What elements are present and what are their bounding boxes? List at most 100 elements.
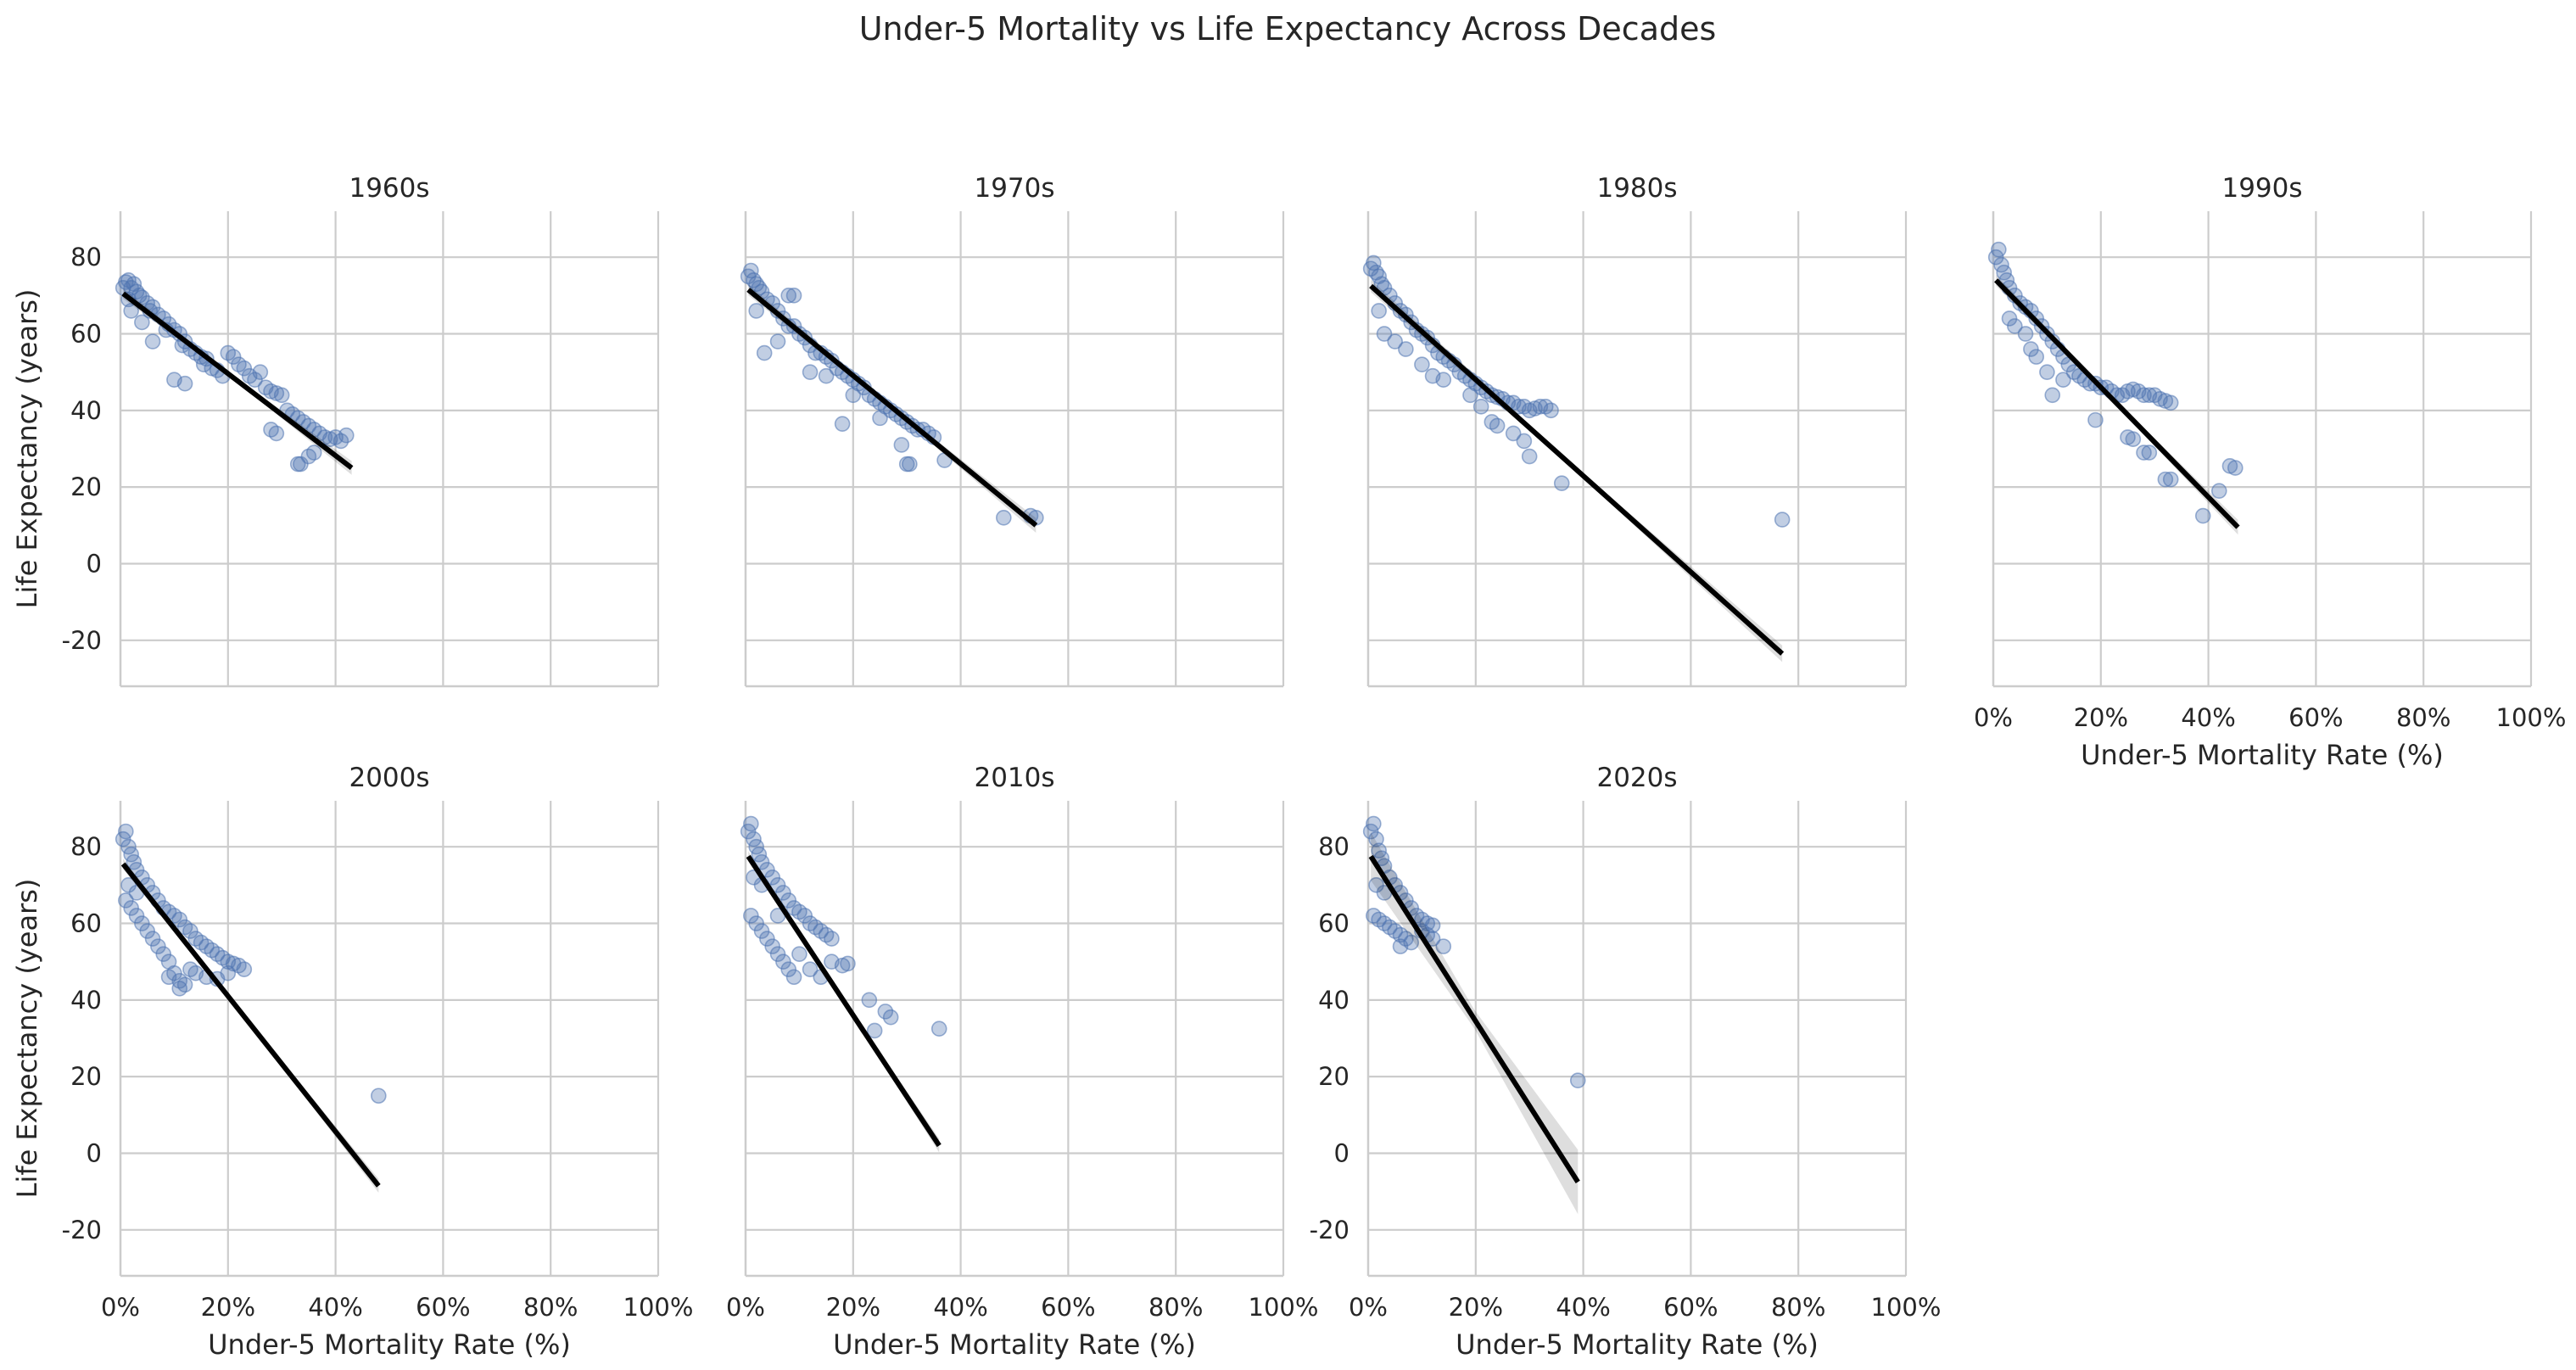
figure-title: Under-5 Mortality vs Life Expectancy Acr…	[859, 10, 1717, 48]
x-tick-label: 20%	[2074, 703, 2128, 732]
scatter-point	[802, 961, 819, 978]
x-tick-label: 100%	[1249, 1293, 1319, 1322]
scatter-point	[2017, 326, 2034, 342]
y-tick-label: 20	[70, 473, 102, 501]
scatter-point	[1368, 877, 1384, 893]
scatter-point	[338, 427, 355, 444]
scatter-point	[1569, 1072, 1586, 1088]
y-tick-label: 40	[70, 986, 102, 1015]
scatter-point	[118, 823, 134, 840]
scatter-point	[780, 288, 797, 304]
scatter-point	[160, 969, 177, 986]
x-tick-label: 100%	[1871, 1293, 1942, 1322]
scatter-point	[845, 387, 862, 404]
scatter-point	[2210, 483, 2227, 499]
scatter-point	[2028, 349, 2045, 365]
scatter-point	[1543, 402, 1559, 419]
x-axis-label: Under-5 Mortality Rate (%)	[833, 1328, 1196, 1361]
scatter-point	[1366, 254, 1382, 271]
panel-title: 2020s	[1596, 763, 1677, 793]
facet-panel-1960s: 1960s 80 60 40 20 0 -20 Life Expectancy (years)	[11, 173, 660, 688]
scatter-point	[1366, 815, 1382, 832]
x-tick-label: 80%	[523, 1293, 578, 1322]
scatter-point	[1371, 303, 1387, 319]
scatter-point	[1553, 475, 1570, 491]
scatter-point	[1991, 241, 2007, 258]
scatter-point	[1489, 417, 1506, 434]
x-tick-label: 0%	[101, 1293, 140, 1322]
scatter-point	[840, 955, 856, 972]
scatter-point	[743, 262, 759, 279]
scatter-point	[1435, 372, 1452, 389]
x-tick-label: 40%	[933, 1293, 987, 1322]
facet-panel-1970s: 1970s	[740, 173, 1285, 688]
y-tick-label: 20	[1318, 1062, 1349, 1091]
scatter-point	[834, 416, 851, 432]
x-tick-label: 0%	[1974, 703, 2013, 732]
x-tick-label: 0%	[1349, 1293, 1388, 1322]
x-tick-label: 0%	[726, 1293, 765, 1322]
x-tick-label: 80%	[1148, 1293, 1203, 1322]
scatter-point	[756, 344, 773, 361]
scatter-point	[1414, 356, 1430, 372]
scatter-point	[371, 1088, 387, 1104]
scatter-point	[2055, 372, 2071, 389]
regression-line	[1994, 278, 2240, 529]
y-tick-label: 0	[87, 1138, 102, 1167]
scatter-point	[2157, 471, 2174, 488]
facet-panel-1980s: 1980s	[1362, 173, 1908, 688]
scatter-point	[996, 509, 1012, 526]
scatter-point	[2136, 445, 2152, 461]
scatter-point	[123, 303, 139, 319]
panel-title: 2000s	[349, 763, 429, 793]
x-tick-label: 100%	[623, 1293, 694, 1322]
x-tick-label: 100%	[2496, 703, 2567, 732]
scatter-point	[902, 456, 918, 473]
facet-panel-2010s: 2010s 0% 20% 40% 60% 80% 100% Under-5 Mortality…	[726, 763, 1318, 1361]
y-axis-label: Life Expectancy (years)	[11, 289, 43, 609]
scatter-point	[120, 877, 137, 893]
scatter-point	[171, 980, 188, 997]
scatter-point	[1774, 512, 1791, 528]
y-tick-label: -20	[62, 1216, 102, 1244]
x-tick-label: 20%	[1449, 1293, 1503, 1322]
scatter-point	[769, 333, 786, 349]
panel-title: 1970s	[974, 173, 1054, 204]
scatter-point	[252, 364, 269, 380]
x-tick-label: 80%	[1771, 1293, 1825, 1322]
x-axis-label: Under-5 Mortality Rate (%)	[2081, 739, 2444, 771]
x-tick-label: 40%	[2181, 703, 2235, 732]
scatter-point	[144, 333, 161, 349]
scatter-point	[866, 1022, 883, 1039]
x-tick-label: 40%	[1556, 1293, 1610, 1322]
scatter-point	[748, 303, 764, 319]
x-tick-label: 60%	[1041, 1293, 1095, 1322]
y-tick-label: 0	[1334, 1138, 1349, 1167]
y-tick-label: 20	[70, 1062, 102, 1091]
scatter-point	[1516, 433, 1533, 450]
panel-title: 2010s	[974, 763, 1054, 793]
scatter-point	[1368, 830, 1384, 847]
scatter-point	[1398, 341, 1414, 357]
regression-line	[1369, 283, 1785, 656]
scatter-point	[2141, 445, 2158, 461]
scatter-point	[802, 364, 819, 380]
y-axis-label: Life Expectancy (years)	[11, 879, 43, 1199]
regression-line	[121, 291, 354, 470]
y-tick-label: -20	[1310, 1216, 1349, 1244]
y-tick-label: 60	[70, 320, 102, 349]
x-tick-label: 20%	[201, 1293, 255, 1322]
x-tick-label: 20%	[826, 1293, 880, 1322]
y-tick-label: 80	[70, 243, 102, 271]
y-tick-label: 60	[1318, 909, 1349, 938]
scatter-point	[930, 1021, 947, 1037]
scatter-point	[236, 961, 253, 978]
scatter-point	[2194, 507, 2211, 524]
y-tick-label: 40	[70, 396, 102, 425]
scatter-point	[1392, 938, 1409, 954]
x-tick-label: 60%	[416, 1293, 470, 1322]
scatter-points	[740, 815, 947, 1039]
panel-title: 1990s	[2221, 173, 2302, 204]
